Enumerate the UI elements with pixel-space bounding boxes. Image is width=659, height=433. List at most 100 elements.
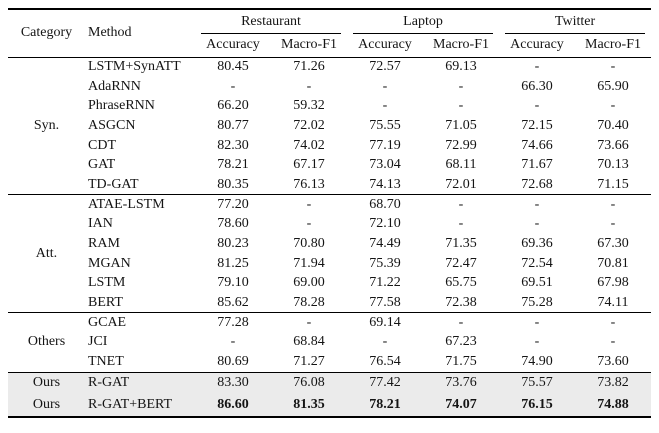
table-row: LSTM 79.10 69.00 71.22 65.75 69.51 67.98 xyxy=(8,274,651,294)
value-cell: 80.35 xyxy=(217,176,249,192)
section-syn: Syn. LSTM+SynATT 80.45 71.26 72.57 69.13- - Ada… xyxy=(8,57,652,195)
table-row: AdaRNN - - - - 66.30 65.90 xyxy=(8,77,651,97)
results-table: Category Method Restaurant Laptop Twitte… xyxy=(8,8,652,418)
table-row: TD-GAT 80.35 76.13 74.13 72.01 72.68 71.15 xyxy=(8,175,651,195)
table-row: JCI - 68.84 - 67.23 - - xyxy=(8,333,651,353)
value-cell: - xyxy=(610,216,616,232)
value-cell: - xyxy=(458,216,464,232)
metric-header: Macro-F1 xyxy=(281,37,337,53)
value-cell: 77.28 xyxy=(217,315,249,331)
value-cell: - xyxy=(382,78,388,94)
value-cell: 74.02 xyxy=(293,137,325,153)
group-header-laptop-label: Laptop xyxy=(353,14,493,34)
value-cell: 78.21 xyxy=(369,396,401,412)
value-cell: 74.11 xyxy=(597,294,629,310)
value-cell: 72.57 xyxy=(369,59,401,75)
metric-header: Macro-F1 xyxy=(585,37,641,53)
metric-header: Accuracy xyxy=(206,37,260,53)
value-cell: - xyxy=(610,196,616,212)
value-cell: 81.25 xyxy=(217,255,249,271)
value-cell: 69.36 xyxy=(521,236,553,252)
section-att: Att. ATAE-LSTM 77.20 - 68.70 - - - IAN 78.60 - 72.1… xyxy=(8,194,652,313)
value-cell: 72.99 xyxy=(445,137,477,153)
method-cell: R-GAT xyxy=(88,375,130,391)
value-cell: 76.08 xyxy=(293,375,325,391)
table-row: IAN 78.60 - 72.10 - - - xyxy=(8,215,651,235)
method-cell: ASGCN xyxy=(88,117,136,133)
table-row: ASGCN 80.77 72.02 75.55 71.05 72.15 70.40 xyxy=(8,116,651,136)
value-cell: 77.42 xyxy=(369,375,401,391)
value-cell: 68.11 xyxy=(445,157,477,173)
value-cell: 72.54 xyxy=(521,255,553,271)
value-cell: 59.32 xyxy=(293,98,325,114)
value-cell: - xyxy=(230,78,236,94)
table-row: MGAN 81.25 71.94 75.39 72.47 72.54 70.81 xyxy=(8,254,651,274)
value-cell: 72.02 xyxy=(293,117,325,133)
method-cell: RAM xyxy=(88,236,120,252)
table-row: PhraseRNN 66.20 59.32 - - - - xyxy=(8,96,651,116)
value-cell: 83.30 xyxy=(217,375,249,391)
section-others: Others GCAE 77.28 - 69.14 - - - JCI - 68.84 - 67.23 -… xyxy=(8,312,652,372)
method-cell: CDT xyxy=(88,137,116,153)
table-row: BERT 85.62 78.28 77.58 72.38 75.28 74.11 xyxy=(8,293,651,313)
value-cell: 74.90 xyxy=(521,353,553,369)
value-cell: 80.45 xyxy=(217,59,249,75)
category-cell: Ours xyxy=(32,396,61,412)
value-cell: 78.60 xyxy=(217,216,249,232)
group-header-restaurant: Restaurant xyxy=(195,9,347,34)
value-cell: - xyxy=(610,334,616,350)
value-cell: - xyxy=(610,98,616,114)
method-column-header: Method xyxy=(88,25,132,41)
group-header-twitter: Twitter xyxy=(499,9,651,34)
value-cell: - xyxy=(306,315,312,331)
value-cell: - xyxy=(382,334,388,350)
value-cell: 72.38 xyxy=(445,294,477,310)
value-cell: 80.23 xyxy=(217,236,249,252)
method-cell: LSTM+SynATT xyxy=(88,59,181,75)
value-cell: 74.88 xyxy=(597,396,629,412)
value-cell: 72.15 xyxy=(521,117,553,133)
value-cell: 71.27 xyxy=(293,353,325,369)
value-cell: - xyxy=(534,216,540,232)
value-cell: 72.01 xyxy=(445,176,477,192)
value-cell: 74.66 xyxy=(521,137,553,153)
value-cell: 72.68 xyxy=(521,176,553,192)
value-cell: - xyxy=(306,196,312,212)
value-cell: 75.57 xyxy=(521,375,553,391)
value-cell: - xyxy=(458,78,464,94)
value-cell: - xyxy=(534,98,540,114)
value-cell: 73.82 xyxy=(597,375,629,391)
metric-header-row: Accuracy Macro-F1 Accuracy Macro-F1 Accu… xyxy=(8,34,651,57)
value-cell: 73.04 xyxy=(369,157,401,173)
table-row: Att. ATAE-LSTM 77.20 - 68.70 - - - xyxy=(8,195,651,261)
dataset-group-row: Category Method Restaurant Laptop Twitte… xyxy=(8,9,651,40)
value-cell: 81.35 xyxy=(293,396,325,412)
method-cell: BERT xyxy=(88,294,123,310)
value-cell: 71.75 xyxy=(445,353,477,369)
value-cell: - xyxy=(458,196,464,212)
value-cell: 65.75 xyxy=(445,275,477,291)
metric-header: Accuracy xyxy=(358,37,412,53)
paper-table-container: Category Method Restaurant Laptop Twitte… xyxy=(8,8,652,418)
value-cell: 66.20 xyxy=(217,98,249,114)
value-cell: 74.13 xyxy=(369,176,401,192)
value-cell: 79.10 xyxy=(217,275,249,291)
table-row: CDT 82.30 74.02 77.19 72.99 74.66 73.66 xyxy=(8,136,651,156)
value-cell: - xyxy=(610,315,616,331)
value-cell: 77.58 xyxy=(369,294,401,310)
value-cell: 68.70 xyxy=(369,196,401,212)
value-cell: 68.84 xyxy=(293,334,325,350)
value-cell: 70.13 xyxy=(597,157,629,173)
table-row: GAT 78.21 67.17 73.04 68.11 71.67 70.13 xyxy=(8,155,651,175)
value-cell: 71.67 xyxy=(521,157,553,173)
value-cell: - xyxy=(382,98,388,114)
value-cell: 75.39 xyxy=(369,255,401,271)
section-ours: Ours R-GAT 83.30 76.08 77.42 73.76 75.57 73.82 O… xyxy=(8,372,652,417)
value-cell: 76.15 xyxy=(521,396,553,412)
group-header-laptop: Laptop xyxy=(347,9,499,34)
metric-header: Macro-F1 xyxy=(433,37,489,53)
value-cell: 70.80 xyxy=(293,236,325,252)
group-header-twitter-label: Twitter xyxy=(505,14,646,34)
category-cell: Att. xyxy=(35,245,58,261)
value-cell: 71.15 xyxy=(597,176,629,192)
